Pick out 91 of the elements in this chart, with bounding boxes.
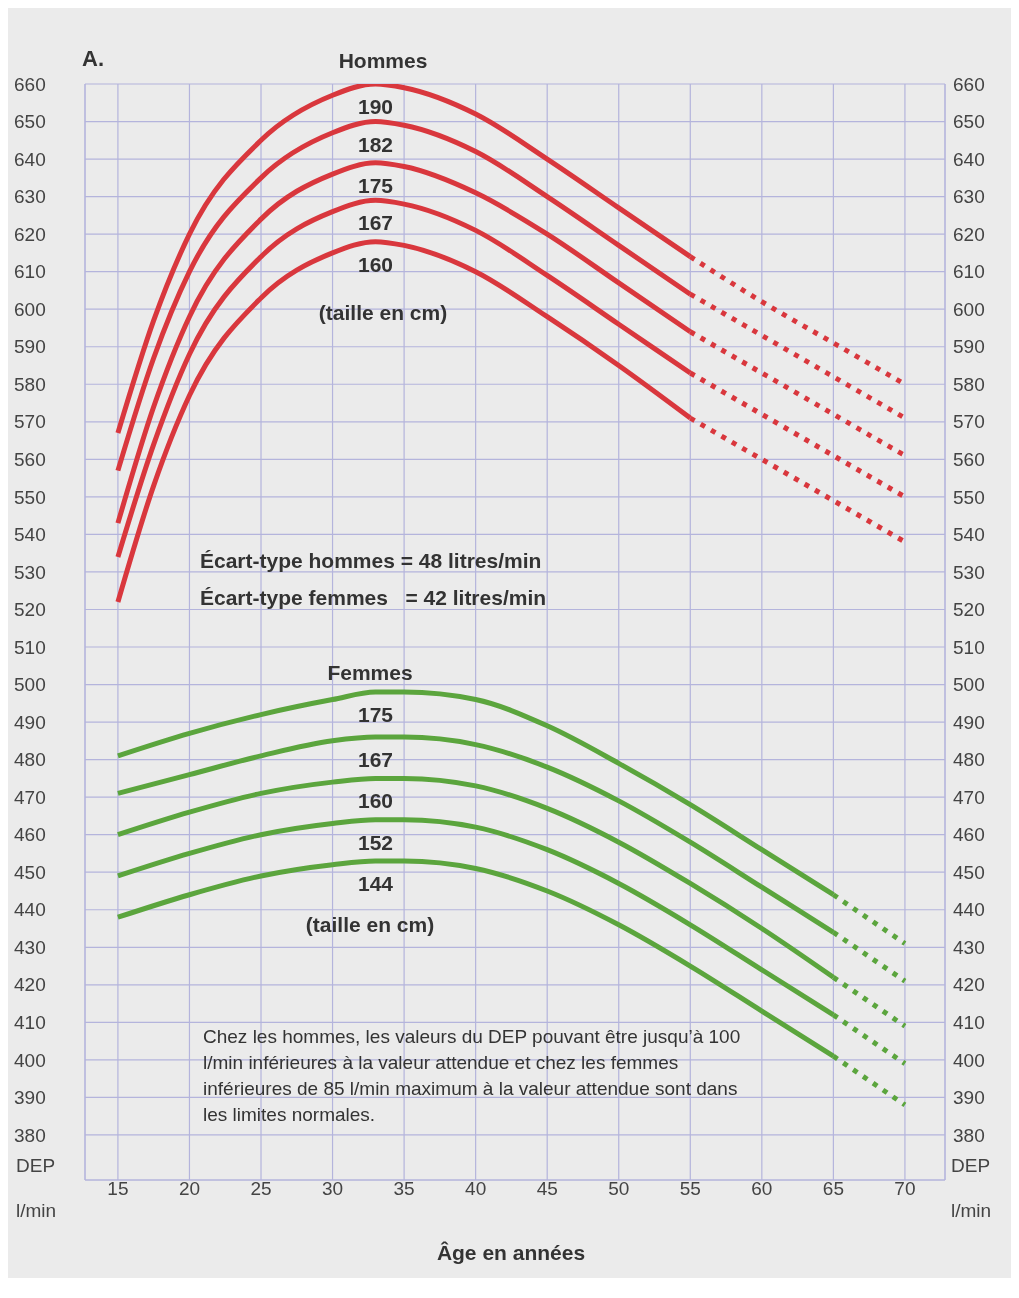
series-label: 182 bbox=[357, 132, 394, 156]
x-tick-label: 30 bbox=[321, 1177, 344, 1199]
y2-tick-label: 490 bbox=[953, 711, 985, 733]
y-tick-label: 610 bbox=[14, 261, 46, 283]
x-tick-label: 55 bbox=[679, 1177, 701, 1199]
y-tick-label: 630 bbox=[14, 186, 46, 208]
y2-tick-label: 540 bbox=[953, 524, 985, 546]
y2-tick-label: 590 bbox=[953, 336, 985, 358]
y2-tick-label: 530 bbox=[953, 561, 985, 583]
y-tick-label: 490 bbox=[14, 711, 46, 733]
x-tick-label: 25 bbox=[250, 1177, 272, 1199]
y-tick-label: 530 bbox=[14, 561, 46, 583]
annotation: Écart-type hommes = 48 litres/min bbox=[200, 548, 542, 574]
y2-tick-label: 420 bbox=[953, 974, 985, 996]
y-tick-label: 520 bbox=[14, 599, 46, 621]
series-label: 160 bbox=[357, 252, 394, 276]
y-tick-label: 430 bbox=[14, 936, 46, 958]
y2-tick-label: 570 bbox=[953, 411, 985, 433]
y-tick-label: 410 bbox=[14, 1012, 46, 1034]
y-tick-label: 650 bbox=[14, 111, 46, 133]
y2-tick-label: 470 bbox=[953, 786, 985, 808]
y2-tick-label: 640 bbox=[953, 148, 985, 170]
series-label: 144 bbox=[357, 871, 394, 895]
series-label: 175 bbox=[357, 703, 394, 727]
annotation: (taille en cm) bbox=[305, 912, 435, 938]
y-tick-label: 540 bbox=[14, 524, 46, 546]
y2-tick-label: 460 bbox=[953, 824, 985, 846]
y-tick-label: 510 bbox=[14, 636, 46, 658]
series-label: 152 bbox=[357, 830, 394, 854]
y-tick-label: 460 bbox=[14, 824, 46, 846]
series-label: 175 bbox=[357, 173, 394, 197]
y-tick-label: 600 bbox=[14, 298, 46, 320]
y2-tick-label: 450 bbox=[953, 861, 985, 883]
x-tick-label: 50 bbox=[608, 1177, 630, 1199]
y2-tick-label: 520 bbox=[953, 599, 985, 621]
text: DEP l/min bbox=[951, 1155, 992, 1221]
text: DEP l/min bbox=[16, 1155, 57, 1221]
y2-tick-label: 660 bbox=[953, 73, 985, 95]
y-tick-label: 560 bbox=[14, 448, 46, 470]
y2-tick-label: 480 bbox=[953, 749, 985, 771]
y2-tick-label: 610 bbox=[953, 261, 985, 283]
series-label: 160 bbox=[357, 789, 394, 813]
y-tick-label: 640 bbox=[14, 148, 46, 170]
x-tick-label: 35 bbox=[393, 1177, 415, 1199]
x-tick-label: 45 bbox=[536, 1177, 558, 1199]
y-tick-label: 440 bbox=[14, 899, 46, 921]
y-tick-label: 400 bbox=[14, 1049, 46, 1071]
y2-tick-label: 410 bbox=[953, 1012, 985, 1034]
series-label: 167 bbox=[357, 748, 394, 772]
y2-tick-label: 650 bbox=[953, 111, 985, 133]
y2-tick-label: 510 bbox=[953, 636, 985, 658]
x-tick-label: 60 bbox=[751, 1177, 773, 1199]
y2-tick-label: 400 bbox=[953, 1049, 985, 1071]
y-tick-label: 380 bbox=[14, 1124, 46, 1146]
y2-tick-label: 600 bbox=[953, 298, 985, 320]
y2-tick-label: 390 bbox=[953, 1087, 985, 1109]
text: Hommes bbox=[338, 48, 428, 74]
y2-tick-label: 550 bbox=[953, 486, 985, 508]
y-tick-label: 660 bbox=[14, 73, 46, 95]
annotation: Chez les hommes, les valeurs du DEP pouvant être jusqu’à 100 l/min inférieures à la valeur attendue et chez les femmes inférieures de 85 l/min maximum à la valeur attendue sont dans les limites normales. bbox=[203, 1025, 742, 1127]
x-tick-label: 65 bbox=[822, 1177, 844, 1199]
series-label: 167 bbox=[357, 211, 394, 235]
y2-tick-label: 440 bbox=[953, 899, 985, 921]
y-tick-label: 450 bbox=[14, 861, 46, 883]
y2-tick-label: 380 bbox=[953, 1124, 985, 1146]
x-tick-label: 70 bbox=[894, 1177, 916, 1199]
y2-tick-label: 580 bbox=[953, 373, 985, 395]
y-tick-label: 550 bbox=[14, 486, 46, 508]
x-axis-title: Âge en années bbox=[436, 1241, 586, 1264]
y-tick-label: 580 bbox=[14, 373, 46, 395]
y-tick-label: 420 bbox=[14, 974, 46, 996]
x-tick-label: 20 bbox=[178, 1177, 201, 1199]
y-tick-label: 570 bbox=[14, 411, 46, 433]
y-tick-label: 500 bbox=[14, 674, 46, 696]
y2-tick-label: 430 bbox=[953, 936, 985, 958]
y-tick-label: 390 bbox=[14, 1087, 46, 1109]
series-label: 190 bbox=[357, 95, 394, 118]
annotation: (taille en cm) bbox=[318, 300, 448, 326]
annotation: Femmes bbox=[327, 660, 413, 686]
annotation: Écart-type femmes = 42 litres/min bbox=[200, 585, 547, 611]
chart-title: A. bbox=[82, 46, 104, 71]
y-tick-label: 480 bbox=[14, 749, 46, 771]
y-tick-label: 470 bbox=[14, 786, 46, 808]
y2-tick-label: 560 bbox=[953, 448, 985, 470]
x-tick-label: 15 bbox=[107, 1177, 129, 1199]
y-tick-label: 590 bbox=[14, 336, 46, 358]
y2-tick-label: 630 bbox=[953, 186, 985, 208]
y2-tick-label: 500 bbox=[953, 674, 985, 696]
x-tick-label: 40 bbox=[465, 1177, 487, 1199]
y-tick-label: 620 bbox=[14, 223, 46, 245]
y2-tick-label: 620 bbox=[953, 223, 985, 245]
